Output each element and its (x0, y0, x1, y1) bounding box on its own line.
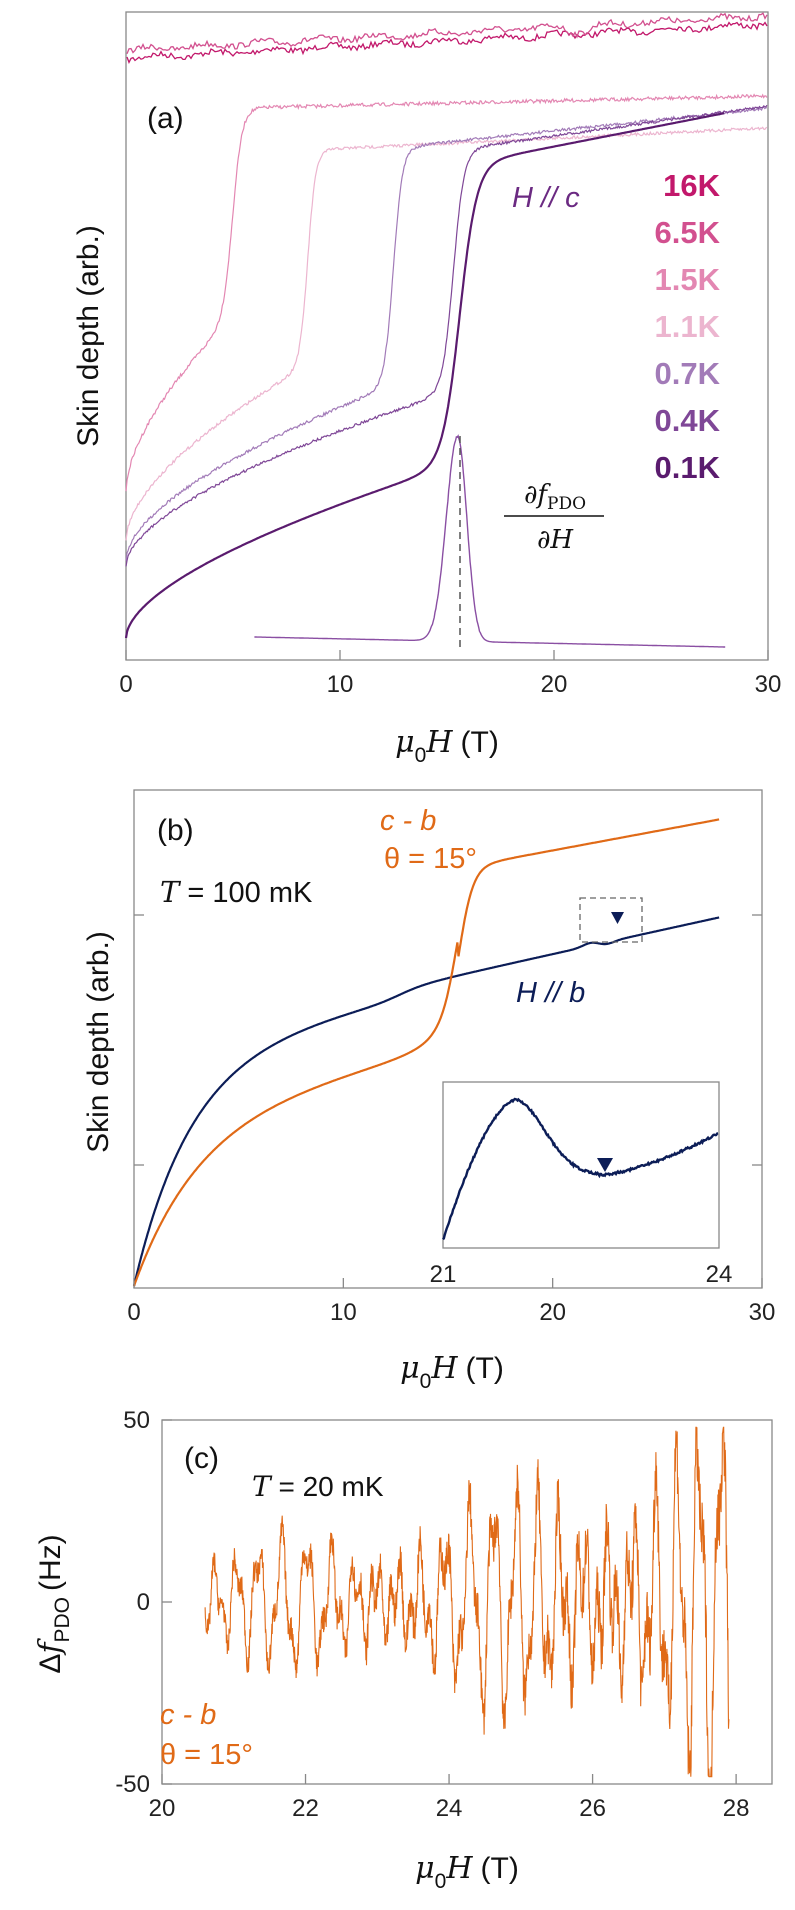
panel-c-xtick-label: 26 (579, 1795, 606, 1822)
panel-b-xlabel: μ0H (T) (400, 1351, 504, 1393)
panel-c-series (204, 1426, 730, 1778)
panel-c-xtick-label: 22 (292, 1795, 319, 1822)
panel-c-xtick-label: 24 (436, 1795, 463, 1822)
panel-b-inset: 21 24 (430, 1081, 733, 1288)
panel-c-orange-label-1: c - b (160, 1699, 216, 1731)
legend-0p4k: 0.4K (655, 403, 721, 438)
panel-b-zoom-box (579, 897, 643, 943)
legend-1p1k: 1.1K (655, 309, 721, 344)
panel-a-ylabel: Skin depth (arb.) (72, 225, 105, 447)
panel-a-series-0.1K (124, 112, 725, 639)
panel-a: 0 10 20 30 (a) H // c 16K 6.5K 1.5K 1.1K 0.… (72, 11, 781, 767)
panel-c-oscillation-curve (204, 1426, 730, 1778)
inset-curve (442, 1097, 719, 1241)
panel-b-curves (132, 818, 720, 1287)
legend-0p7k: 0.7K (655, 356, 721, 391)
panel-a-frame (125, 11, 769, 661)
panel-b-xtick-label: 30 (749, 1299, 776, 1326)
panel-b-series-cb (132, 818, 720, 1287)
panel-b-ylabel: Skin depth (arb.) (82, 931, 115, 1153)
panel-a-series-6.5K (126, 12, 768, 54)
legend-1p5k: 1.5K (655, 262, 721, 297)
panel-c-ytick-label: 0 (137, 1589, 150, 1616)
panel-c-orange-label-2: θ = 15° (160, 1739, 253, 1771)
panel-c-ytick-label: -50 (115, 1771, 150, 1798)
panel-a-xtick-label: 30 (755, 671, 782, 698)
panel-c-xlabel: μ0H (T) (415, 1851, 519, 1893)
derivative-denominator: ∂H (537, 525, 574, 555)
inset-min-marker (597, 1158, 613, 1172)
panel-c-xtick-label: 20 (149, 1795, 176, 1822)
panel-c-ytick-label: 50 (123, 1407, 150, 1434)
panel-b-xtick-label: 0 (127, 1299, 140, 1326)
panel-a-xlabel: μ0H (T) (395, 725, 499, 767)
panel-b-kink-marker (611, 912, 624, 924)
inset-xtick-21: 21 (430, 1261, 457, 1288)
panel-b-label: (b) (157, 814, 194, 847)
panel-b: 0 10 20 30 (b) T = 100 mK c - b θ = 15° H /… (82, 789, 775, 1393)
panel-b-xtick-label: 20 (539, 1299, 566, 1326)
panel-b-xticks: 0 10 20 30 (127, 1278, 775, 1326)
panel-b-orange-label-2: θ = 15° (384, 843, 477, 875)
panel-b-frame (133, 789, 763, 1289)
panel-b-series-Hb (132, 916, 720, 1287)
derivative-label: ∂fPDO ∂H (504, 480, 604, 555)
legend-16k: 16K (663, 168, 720, 203)
panel-a-xtick-label: 0 (119, 671, 132, 698)
panel-a-series-16K (126, 21, 768, 65)
panel-a-series-0.7K (125, 106, 767, 562)
legend-0p1k: 0.1K (655, 450, 721, 485)
panel-c-label: (c) (184, 1442, 219, 1475)
panel-c: 20 22 24 26 28 50 0 -50 (c) T = 20 mK c - b θ =… (33, 1407, 773, 1893)
panel-a-xticks: 0 10 20 30 (119, 650, 781, 698)
panel-c-ylabel: ΔfPDO(Hz) (33, 1534, 74, 1673)
inset-xtick-24: 24 (706, 1261, 733, 1288)
panel-a-xtick-label: 20 (541, 671, 568, 698)
derivative-numerator: ∂fPDO (524, 480, 586, 514)
panel-a-label: (a) (147, 102, 184, 135)
panel-c-xtick-label: 28 (723, 1795, 750, 1822)
panel-c-ticks: 20 22 24 26 28 50 0 -50 (115, 1407, 749, 1822)
panel-b-orange-label-1: c - b (380, 805, 436, 837)
panel-b-xtick-label: 10 (330, 1299, 357, 1326)
panel-a-curves (124, 12, 768, 648)
inset-frame (442, 1081, 720, 1249)
panel-a-legend: 16K 6.5K 1.5K 1.1K 0.7K 0.4K 0.1K (655, 168, 721, 485)
panel-c-temperature: T = 20 mK (252, 1470, 384, 1503)
panel-a-field-annotation: H // c (512, 182, 580, 214)
panel-b-temperature: T = 100 mK (160, 875, 313, 909)
panel-a-xtick-label: 10 (327, 671, 354, 698)
legend-6p5k: 6.5K (655, 215, 721, 250)
panel-a-series-0.4K (125, 104, 768, 567)
panel-b-blue-label: H // b (516, 977, 585, 1009)
panel-a-derivative-curve (254, 434, 726, 648)
inset-trace (442, 1097, 719, 1241)
panel-a-series-1.5K (125, 93, 768, 492)
